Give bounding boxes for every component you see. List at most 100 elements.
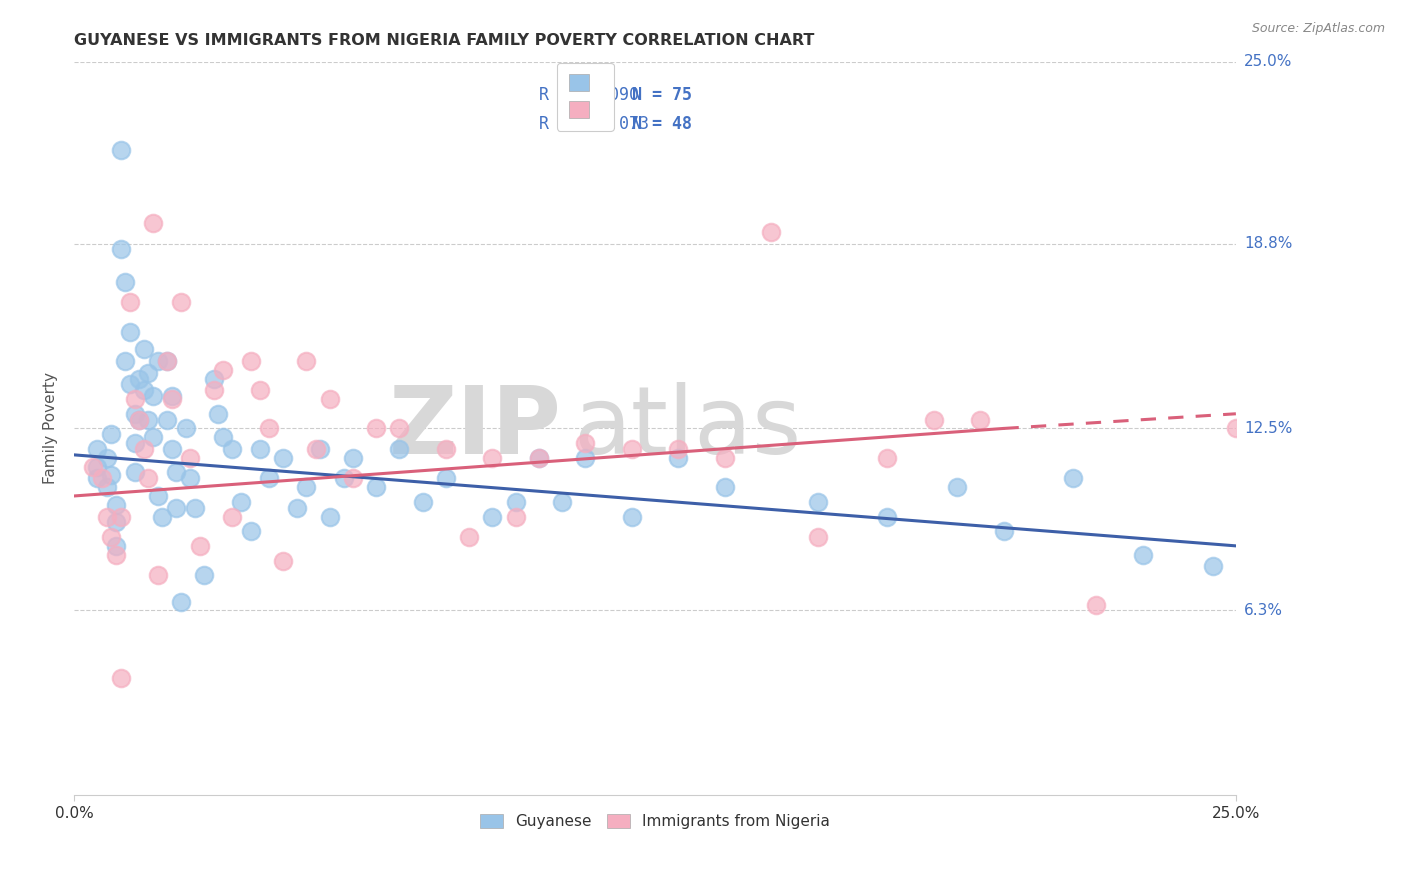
Point [142,216,165,230]
Point [150,509,173,524]
Text: ZIP: ZIP [389,383,562,475]
Point [211,430,233,444]
Point [160,442,183,456]
Point [156,354,179,368]
Point [100,427,122,442]
Point [211,363,233,377]
Point [259,471,281,485]
Point [946,480,969,494]
Point [160,392,183,406]
Point [366,480,388,494]
Point [388,442,411,456]
Point [118,377,141,392]
Text: 6.3%: 6.3% [1244,603,1284,618]
Point [118,295,141,310]
Point [207,407,229,421]
Point [104,498,127,512]
Point [124,466,146,480]
Point [221,509,243,524]
Point [332,471,354,485]
Point [458,530,481,544]
Point [104,548,127,562]
Point [128,412,150,426]
Point [1225,421,1247,435]
Point [193,568,215,582]
Text: 18.8%: 18.8% [1244,236,1292,251]
Point [666,442,689,456]
Point [91,471,114,485]
Point [318,392,340,406]
Point [82,459,104,474]
Point [551,495,574,509]
Point [434,442,457,456]
Point [160,389,183,403]
Point [271,553,294,567]
Text: R = -0.090: R = -0.090 [538,86,638,103]
Point [1201,559,1223,574]
Point [138,471,160,485]
Point [118,325,141,339]
Point [305,442,328,456]
Point [666,450,689,465]
Point [342,450,364,465]
Point [156,354,179,368]
Text: 12.5%: 12.5% [1244,421,1292,436]
Point [295,480,318,494]
Point [96,509,118,524]
Point [969,412,991,426]
Point [1062,471,1084,485]
Point [179,471,201,485]
Point [309,442,332,456]
Point [174,421,197,435]
Point [271,450,294,465]
Point [86,442,108,456]
Point [1085,598,1108,612]
Point [132,384,155,398]
Point [574,450,596,465]
Point [170,594,193,608]
Point [231,495,253,509]
Text: R =   0.073: R = 0.073 [538,115,648,133]
Point [156,412,179,426]
Point [165,500,187,515]
Point [505,509,527,524]
Point [142,430,165,444]
Point [527,450,550,465]
Text: N = 75: N = 75 [631,86,692,103]
Point [285,500,308,515]
Point [138,412,160,426]
Point [124,407,146,421]
Point [170,295,193,310]
Point [807,495,830,509]
Point [221,442,243,456]
Point [342,471,364,485]
Point [434,471,457,485]
Legend: Guyanese, Immigrants from Nigeria: Guyanese, Immigrants from Nigeria [474,808,837,836]
Point [184,500,207,515]
Point [249,442,271,456]
Point [574,436,596,450]
Point [146,568,169,582]
Point [713,450,735,465]
Point [922,412,945,426]
Point [114,275,136,289]
Point [132,342,155,356]
Point [132,442,155,456]
Point [142,389,165,403]
Point [1132,548,1154,562]
Point [100,468,122,483]
Point [239,354,262,368]
Point [114,354,136,368]
Point [527,450,550,465]
Point [110,243,132,257]
Text: N = 48: N = 48 [631,115,692,133]
Point [759,225,782,239]
Point [86,471,108,485]
Point [86,459,108,474]
Point [165,466,187,480]
Point [124,392,146,406]
Point [505,495,527,509]
Point [110,671,132,685]
Point [138,366,160,380]
Point [128,371,150,385]
